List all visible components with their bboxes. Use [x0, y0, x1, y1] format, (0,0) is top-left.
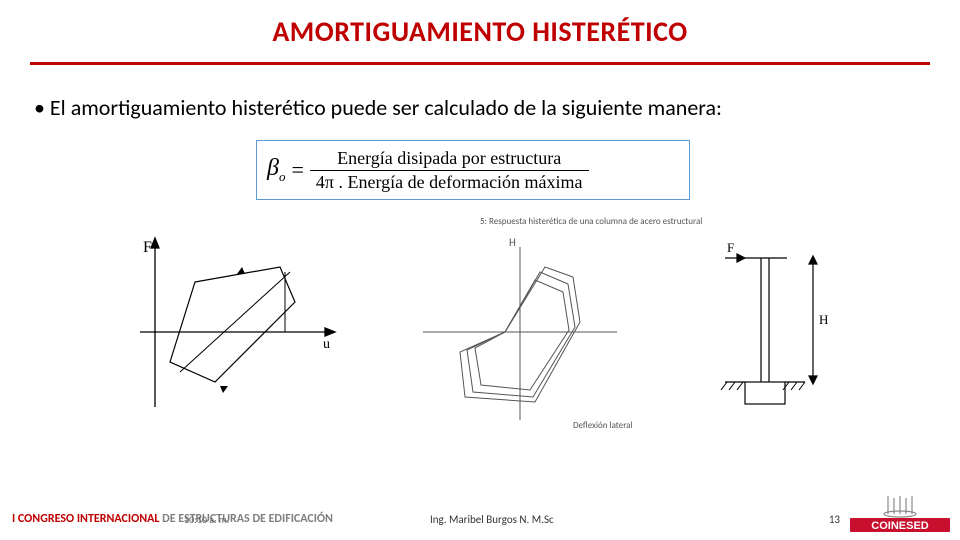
conference-name: I CONGRESO INTERNACIONAL DE ESTRUCTURAS … [12, 512, 333, 526]
formula-box: βo = Energía disipada por estructura 4π … [256, 140, 690, 200]
denominator: 4π . Energía de deformación máxima [310, 172, 589, 193]
footer: I CONGRESO INTERNACIONAL DE ESTRUCTURAS … [0, 494, 960, 540]
author: Ing. Maribel Burgos N. M.Sc [430, 513, 554, 526]
bullet-text: • El amortiguamiento histerético puede s… [34, 94, 934, 121]
axis-defl: Deflexión lateral [573, 420, 633, 431]
conf-name-red: I CONGRESO INTERNACIONAL [12, 512, 159, 526]
fraction: Energía disipada por estructura 4π . Ene… [310, 148, 589, 192]
coinesed-logo: COINESED [850, 494, 950, 534]
logo-text: COINESED [871, 520, 929, 532]
figure-1: F u [125, 232, 345, 442]
page-number: 13 [829, 513, 840, 526]
equals-sign: = [291, 157, 303, 183]
formula-lhs: βo [267, 155, 285, 185]
height-label: H [819, 312, 828, 327]
title-underline [30, 62, 930, 65]
force-label: F [727, 240, 734, 255]
axis-F: F [143, 239, 152, 256]
figure-3: F H [695, 232, 835, 442]
figure-2: H Deflexión lateral [405, 232, 635, 442]
fraction-bar [310, 170, 589, 171]
axis-H: H [509, 236, 516, 249]
timestamp: 10:10 a. m. [184, 513, 229, 526]
page-title: AMORTIGUAMIENTO HISTERÉTICO [0, 14, 960, 49]
beta-symbol: β [267, 155, 279, 181]
numerator: Energía disipada por estructura [331, 148, 567, 169]
axis-u: u [323, 337, 330, 352]
beta-sub: o [279, 169, 286, 184]
slide: AMORTIGUAMIENTO HISTERÉTICO • El amortig… [0, 0, 960, 540]
figures-row: F u H Deflexión lateral [0, 232, 960, 442]
fig3-caption: 5: Respuesta histerética de una columna … [480, 216, 702, 227]
